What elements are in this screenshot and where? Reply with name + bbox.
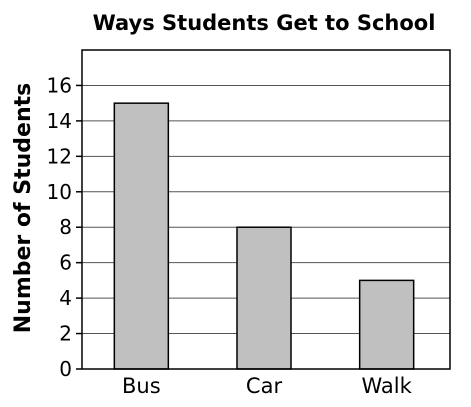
bar-walk: [358, 279, 415, 370]
y-axis-label: Number of Students: [11, 83, 36, 334]
chart-title: Ways Students Get to School: [93, 11, 436, 35]
y-tick-label: 6: [59, 251, 72, 275]
y-tick-label: 16: [47, 73, 72, 97]
x-category-label: Bus: [122, 374, 161, 398]
y-tick-label: 0: [59, 357, 72, 381]
y-tick-label: 10: [47, 180, 72, 204]
y-tick-label: 8: [59, 215, 72, 239]
x-category-label: Walk: [362, 374, 413, 398]
y-tick-label: 12: [47, 144, 72, 168]
y-tick-label: 4: [59, 286, 72, 310]
bars: [113, 102, 415, 370]
bar-bus: [113, 102, 170, 370]
bar-car: [236, 226, 292, 370]
plot-frame: [81, 49, 451, 370]
y-axis-ticks: 0 2 4 6 8 10 12 14 16: [47, 73, 82, 381]
y-tick-label: 14: [47, 109, 72, 133]
x-axis-categories: Bus Car Walk: [122, 374, 413, 398]
x-category-label: Car: [246, 374, 283, 398]
y-tick-label: 2: [59, 322, 72, 346]
